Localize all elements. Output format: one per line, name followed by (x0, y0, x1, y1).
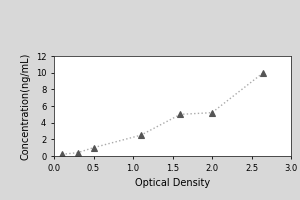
Y-axis label: Concentration(ng/mL): Concentration(ng/mL) (20, 52, 30, 160)
X-axis label: Optical Density: Optical Density (135, 178, 210, 188)
